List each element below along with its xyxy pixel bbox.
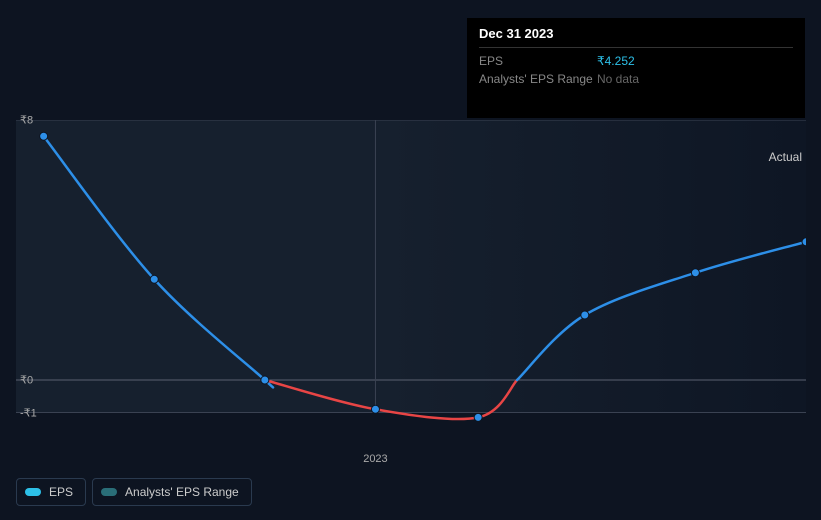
tooltip-label-range: Analysts' EPS Range xyxy=(479,70,597,88)
y-tick: -₹1 xyxy=(20,406,37,419)
legend-item-range[interactable]: Analysts' EPS Range xyxy=(92,478,252,506)
legend-swatch-eps xyxy=(25,488,41,496)
eps-chart[interactable]: Actual ₹8₹0-₹12023 xyxy=(16,120,806,445)
y-tick: ₹0 xyxy=(20,374,33,387)
actual-region-label: Actual xyxy=(769,150,802,164)
tooltip-value-range: No data xyxy=(597,70,639,88)
chart-tooltip: Dec 31 2023 EPS ₹4.252 Analysts' EPS Ran… xyxy=(467,18,805,118)
y-tick: ₹8 xyxy=(20,114,33,127)
chart-svg xyxy=(16,120,806,445)
tooltip-value-eps: ₹4.252 xyxy=(597,52,635,70)
legend-label-range: Analysts' EPS Range xyxy=(125,485,239,499)
legend-swatch-range xyxy=(101,488,117,496)
tooltip-row: EPS ₹4.252 xyxy=(479,52,793,70)
tooltip-row: Analysts' EPS Range No data xyxy=(479,70,793,88)
tooltip-date: Dec 31 2023 xyxy=(479,26,793,48)
legend-label-eps: EPS xyxy=(49,485,73,499)
x-tick: 2023 xyxy=(363,453,387,465)
legend-item-eps[interactable]: EPS xyxy=(16,478,86,506)
tooltip-label-eps: EPS xyxy=(479,52,597,70)
chart-legend: EPS Analysts' EPS Range xyxy=(16,478,252,506)
